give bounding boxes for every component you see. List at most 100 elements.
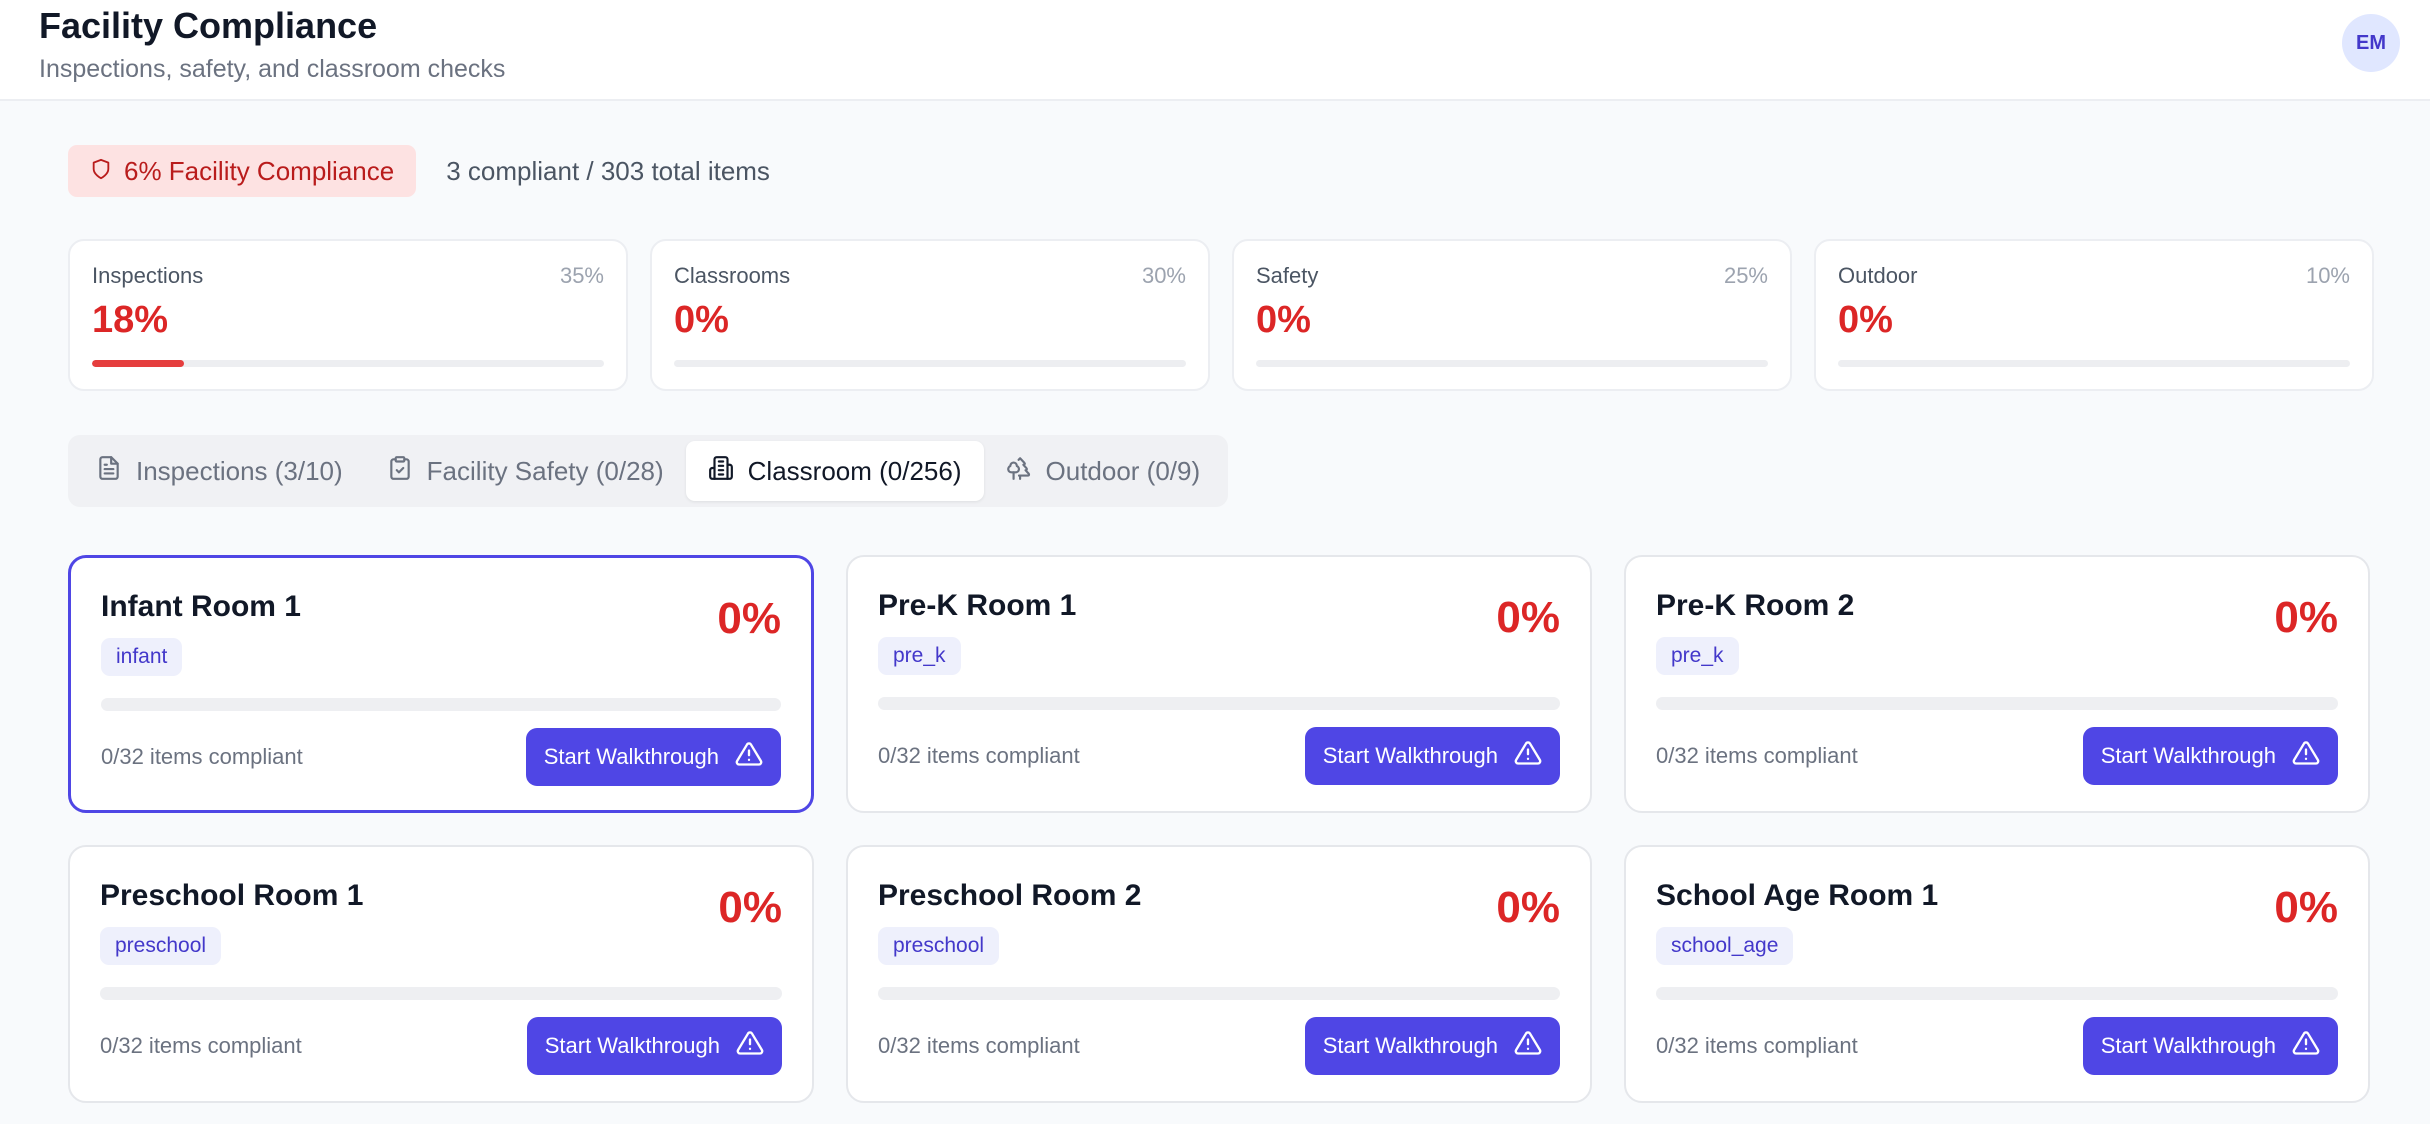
stat-card-safety: Safety 25% 0% [1232, 239, 1792, 391]
alert-triangle-icon [1514, 1029, 1542, 1063]
stat-label: Outdoor [1838, 263, 1918, 288]
stat-weight: 10% [2305, 263, 2350, 288]
tab-facility-safety[interactable]: Facility Safety (0/28) [365, 441, 686, 501]
building-icon [708, 455, 734, 488]
stat-progress-track [1256, 360, 1768, 367]
stat-value: 0% [1838, 299, 1893, 341]
alert-triangle-icon [1514, 739, 1542, 773]
start-walkthrough-button[interactable]: Start Walkthrough [525, 728, 781, 786]
compliance-badge: 6% Facility Compliance [68, 145, 417, 197]
start-walkthrough-button[interactable]: Start Walkthrough [526, 1017, 782, 1075]
tab-label: Facility Safety (0/28) [426, 455, 664, 486]
room-name: School Age Room 1 [1656, 879, 1939, 912]
stat-weight: 35% [559, 263, 604, 288]
compliance-counts: 3 compliant / 303 total items [446, 155, 770, 186]
stat-card-inspections: Inspections 35% 18% [68, 239, 628, 391]
stat-progress-track [1838, 360, 2350, 367]
tab-outdoor[interactable]: Outdoor (0/9) [984, 441, 1223, 501]
tab-inspections[interactable]: Inspections (3/10) [74, 441, 365, 501]
room-percent: 0% [718, 883, 782, 932]
tab-label: Classroom (0/256) [747, 455, 962, 486]
room-type-tag: preschool [100, 927, 222, 965]
button-label: Start Walkthrough [2100, 1033, 2276, 1058]
room-type-tag: school_age [1656, 927, 1794, 965]
room-card[interactable]: School Age Room 1 school_age 0% 0/32 ite… [1624, 845, 2370, 1103]
room-compliant-count: 0/32 items compliant [878, 1033, 1080, 1058]
room-compliant-count: 0/32 items compliant [100, 1033, 302, 1058]
tab-label: Inspections (3/10) [136, 455, 343, 486]
button-label: Start Walkthrough [1322, 743, 1498, 768]
button-label: Start Walkthrough [2100, 743, 2276, 768]
room-percent: 0% [1496, 883, 1560, 932]
alert-triangle-icon [2292, 1029, 2320, 1063]
stat-value: 0% [1256, 299, 1311, 341]
clipboard-check-icon [387, 455, 413, 488]
room-name: Pre-K Room 2 [1656, 589, 1855, 622]
room-type-tag: preschool [878, 927, 1000, 965]
tab-label: Outdoor (0/9) [1045, 455, 1201, 486]
room-compliant-count: 0/32 items compliant [878, 743, 1080, 768]
alert-triangle-icon [735, 740, 763, 774]
start-walkthrough-button[interactable]: Start Walkthrough [2082, 1017, 2338, 1075]
room-progress-track [878, 987, 1560, 1000]
room-percent: 0% [2274, 593, 2338, 642]
shield-icon [90, 156, 112, 187]
room-type-tag: infant [101, 638, 183, 676]
page-title: Facility Compliance [39, 5, 378, 46]
room-name: Pre-K Room 1 [878, 589, 1077, 622]
alert-triangle-icon [736, 1029, 764, 1063]
trees-icon [1006, 455, 1032, 488]
button-label: Start Walkthrough [544, 1033, 720, 1058]
stat-cards: Inspections 35% 18% Classrooms 30% 0% Sa… [68, 239, 2392, 391]
room-progress-track [101, 698, 781, 711]
stat-card-outdoor: Outdoor 10% 0% [1814, 239, 2374, 391]
alert-triangle-icon [2292, 739, 2320, 773]
stat-progress-fill [92, 360, 185, 367]
stat-progress-track [92, 360, 604, 367]
stat-value: 18% [92, 299, 169, 341]
main-content: 6% Facility Compliance 3 compliant / 303… [0, 101, 2430, 1103]
start-walkthrough-button[interactable]: Start Walkthrough [2082, 727, 2338, 785]
room-card[interactable]: Pre-K Room 1 pre_k 0% 0/32 items complia… [846, 555, 1592, 813]
room-type-tag: pre_k [878, 637, 961, 675]
stat-label: Classrooms [674, 263, 791, 288]
room-compliant-count: 0/32 items compliant [1656, 1033, 1858, 1058]
room-type-tag: pre_k [1656, 637, 1739, 675]
room-percent: 0% [1496, 593, 1560, 642]
tab-classroom[interactable]: Classroom (0/256) [685, 441, 984, 501]
room-progress-track [1656, 697, 2338, 710]
room-card[interactable]: Infant Room 1 infant 0% 0/32 items compl… [68, 555, 814, 813]
room-percent: 0% [717, 594, 781, 643]
room-card[interactable]: Preschool Room 2 preschool 0% 0/32 items… [846, 845, 1592, 1103]
room-grid: Infant Room 1 infant 0% 0/32 items compl… [68, 555, 2392, 1103]
stat-value: 0% [674, 299, 729, 341]
page-subtitle: Inspections, safety, and classroom check… [39, 55, 506, 83]
stat-label: Inspections [92, 263, 204, 288]
category-tabs: Inspections (3/10) Facility Safety (0/28… [68, 435, 1229, 507]
page-header: Facility Compliance Inspections, safety,… [0, 0, 2430, 101]
room-card[interactable]: Pre-K Room 2 pre_k 0% 0/32 items complia… [1624, 555, 2370, 813]
button-label: Start Walkthrough [1322, 1033, 1498, 1058]
avatar[interactable]: EM [2342, 14, 2400, 72]
room-name: Infant Room 1 [101, 590, 301, 623]
button-label: Start Walkthrough [543, 744, 719, 769]
room-compliant-count: 0/32 items compliant [1656, 743, 1858, 768]
compliance-badge-label: 6% Facility Compliance [124, 155, 395, 186]
stat-progress-track [674, 360, 1186, 367]
room-progress-track [1656, 987, 2338, 1000]
room-name: Preschool Room 2 [878, 879, 1142, 912]
room-card[interactable]: Preschool Room 1 preschool 0% 0/32 items… [68, 845, 814, 1103]
room-progress-track [878, 697, 1560, 710]
room-compliant-count: 0/32 items compliant [101, 744, 303, 769]
stat-weight: 30% [1141, 263, 1186, 288]
compliance-summary: 6% Facility Compliance 3 compliant / 303… [68, 145, 2392, 197]
file-text-icon [96, 455, 122, 488]
start-walkthrough-button[interactable]: Start Walkthrough [1304, 1017, 1560, 1075]
stat-weight: 25% [1723, 263, 1768, 288]
room-percent: 0% [2274, 883, 2338, 932]
start-walkthrough-button[interactable]: Start Walkthrough [1304, 727, 1560, 785]
room-progress-track [100, 987, 782, 1000]
room-name: Preschool Room 1 [100, 879, 364, 912]
stat-card-classrooms: Classrooms 30% 0% [650, 239, 1210, 391]
stat-label: Safety [1256, 263, 1319, 288]
